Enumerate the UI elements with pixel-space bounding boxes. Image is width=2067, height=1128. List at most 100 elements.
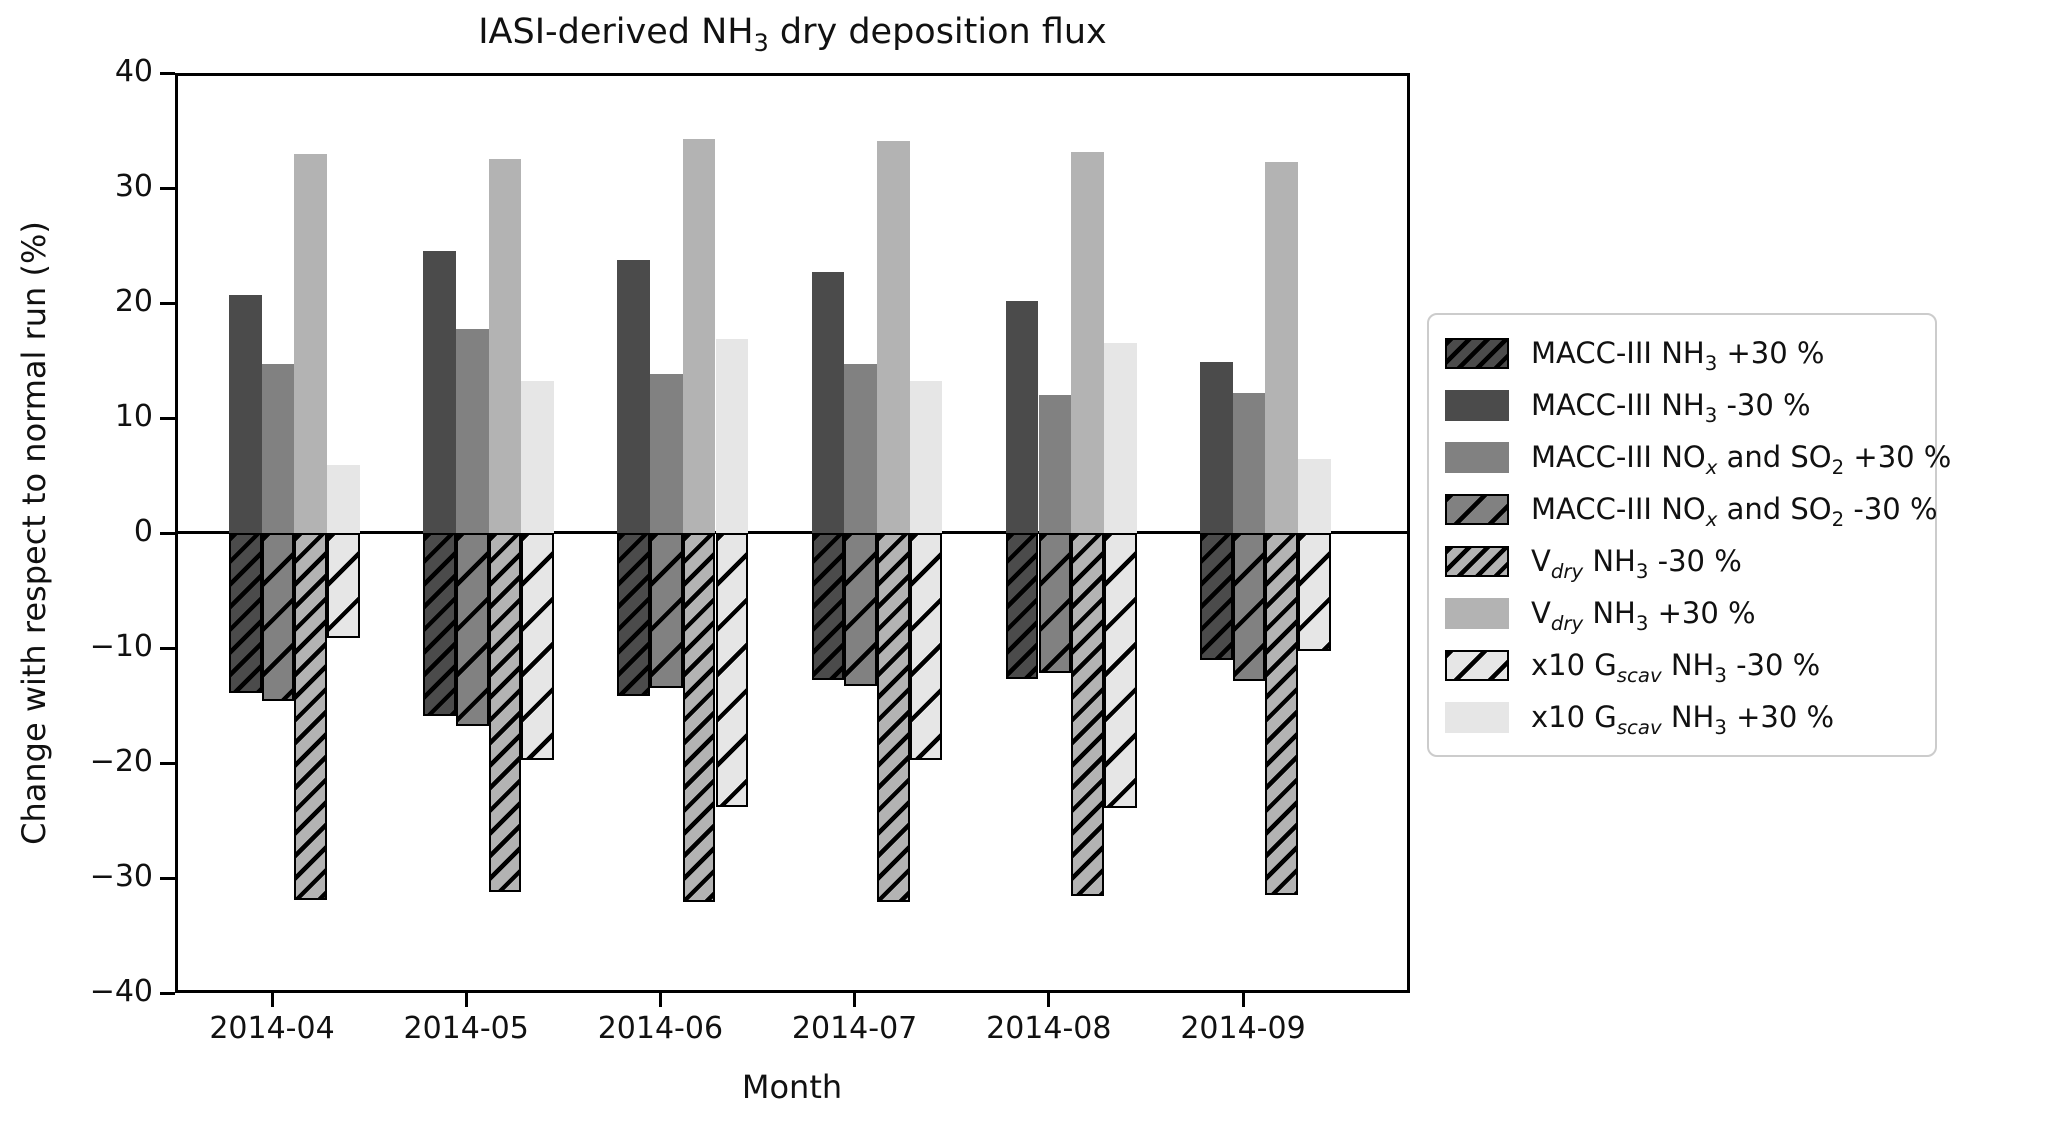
legend-item: x10 Gscav NH3 +30 % xyxy=(1445,700,1935,739)
bar xyxy=(1071,152,1104,533)
legend: MACC-III NH3 +30 % MACC-III NH3 -30 % MACC… xyxy=(1427,313,1951,757)
y-tick-label: −40 xyxy=(89,974,153,1009)
bar xyxy=(650,533,683,689)
y-tick-mark xyxy=(160,991,175,995)
plot-area xyxy=(175,73,1410,993)
x-tick-label: 2014-05 xyxy=(403,1011,529,1046)
bar xyxy=(1038,533,1072,674)
bar xyxy=(294,533,328,900)
legend-label: Vdry NH3 +30 % xyxy=(1531,596,1756,635)
bar xyxy=(715,533,749,807)
bar xyxy=(715,338,749,533)
bar xyxy=(1298,459,1331,533)
x-tick-mark xyxy=(1241,993,1245,1007)
bar xyxy=(229,294,262,533)
bar xyxy=(521,533,554,760)
bar xyxy=(488,159,522,533)
bar xyxy=(229,533,262,693)
x-tick-label: 2014-08 xyxy=(986,1011,1112,1046)
x-tick-mark xyxy=(270,993,274,1007)
bar xyxy=(1038,395,1072,533)
legend-swatch xyxy=(1445,389,1509,421)
bar xyxy=(811,533,845,681)
legend-label: MACC-III NH3 -30 % xyxy=(1531,388,1811,427)
bar xyxy=(455,533,489,727)
bar xyxy=(488,533,522,892)
x-tick-mark xyxy=(1047,993,1051,1007)
bar xyxy=(1200,533,1233,660)
legend-label: x10 Gscav NH3 -30 % xyxy=(1531,648,1821,687)
bar xyxy=(521,381,554,533)
y-tick-label: 0 xyxy=(133,514,153,549)
bar xyxy=(844,363,877,533)
bar xyxy=(877,140,910,533)
legend-label: Vdry NH3 -30 % xyxy=(1531,544,1742,583)
bar xyxy=(877,533,910,903)
chart-title: IASI-derived NH3 dry deposition flux xyxy=(478,12,1107,57)
bar xyxy=(1265,533,1299,896)
bar xyxy=(1103,533,1137,808)
bar xyxy=(1232,392,1266,533)
x-tick-label: 2014-04 xyxy=(209,1011,335,1046)
bar xyxy=(682,138,716,533)
y-tick-label: 30 xyxy=(114,169,153,204)
legend-swatch xyxy=(1445,701,1509,733)
legend-swatch xyxy=(1445,441,1509,473)
legend-label: x10 Gscav NH3 +30 % xyxy=(1531,700,1835,739)
y-tick-mark xyxy=(160,416,175,420)
y-tick-label: 10 xyxy=(114,399,153,434)
zero-line xyxy=(175,531,1410,534)
bar xyxy=(294,153,328,533)
legend-label: MACC-III NOx and SO2 -30 % xyxy=(1531,492,1938,531)
legend-swatch xyxy=(1445,649,1509,681)
y-tick-label: −30 xyxy=(89,859,153,894)
y-tick-mark xyxy=(160,186,175,190)
bar xyxy=(617,260,651,533)
legend-swatch xyxy=(1445,493,1509,525)
legend-item: MACC-III NOx and SO2 +30 % xyxy=(1445,440,1951,477)
legend-label: MACC-III NH3 +30 % xyxy=(1531,336,1825,375)
bar xyxy=(617,533,651,697)
y-tick-mark xyxy=(160,71,175,75)
y-tick-mark xyxy=(160,301,175,305)
legend-swatch xyxy=(1445,545,1509,577)
bar xyxy=(423,251,456,533)
legend-swatch xyxy=(1445,597,1509,629)
x-axis-label: Month xyxy=(741,1068,843,1106)
x-tick-label: 2014-07 xyxy=(791,1011,918,1046)
y-tick-mark xyxy=(160,876,175,880)
bar xyxy=(261,363,295,533)
legend-item: Vdry NH3 -30 % xyxy=(1445,544,1935,583)
bar xyxy=(327,465,360,533)
bar xyxy=(1232,533,1266,682)
legend-item: MACC-III NH3 +30 % xyxy=(1445,336,1935,375)
x-tick-label: 2014-09 xyxy=(1180,1011,1306,1046)
legend-item: MACC-III NH3 -30 % xyxy=(1445,388,1935,427)
y-axis-label: Change with respect to normal run (%) xyxy=(15,221,53,845)
x-tick-mark xyxy=(658,993,662,1007)
bar xyxy=(327,533,360,638)
bar xyxy=(1200,361,1233,533)
bar xyxy=(1005,300,1039,533)
bar xyxy=(1298,533,1331,652)
y-tick-mark xyxy=(160,646,175,650)
y-tick-label: −10 xyxy=(89,629,153,664)
bar xyxy=(650,374,683,533)
bar xyxy=(909,381,943,533)
y-tick-label: 40 xyxy=(114,54,153,89)
x-tick-mark xyxy=(853,993,857,1007)
bar xyxy=(1265,161,1299,533)
bar xyxy=(1071,533,1104,897)
bar xyxy=(909,533,943,760)
x-tick-mark xyxy=(464,993,468,1007)
legend-item: x10 Gscav NH3 -30 % xyxy=(1445,648,1935,687)
x-tick-label: 2014-06 xyxy=(597,1011,724,1046)
bar xyxy=(1103,343,1137,533)
y-tick-label: −20 xyxy=(89,744,153,779)
y-tick-mark xyxy=(160,761,175,765)
legend-label: MACC-III NOx and SO2 +30 % xyxy=(1531,440,1952,479)
y-tick-label: 20 xyxy=(114,284,153,319)
bar xyxy=(844,533,877,686)
bar xyxy=(261,533,295,701)
